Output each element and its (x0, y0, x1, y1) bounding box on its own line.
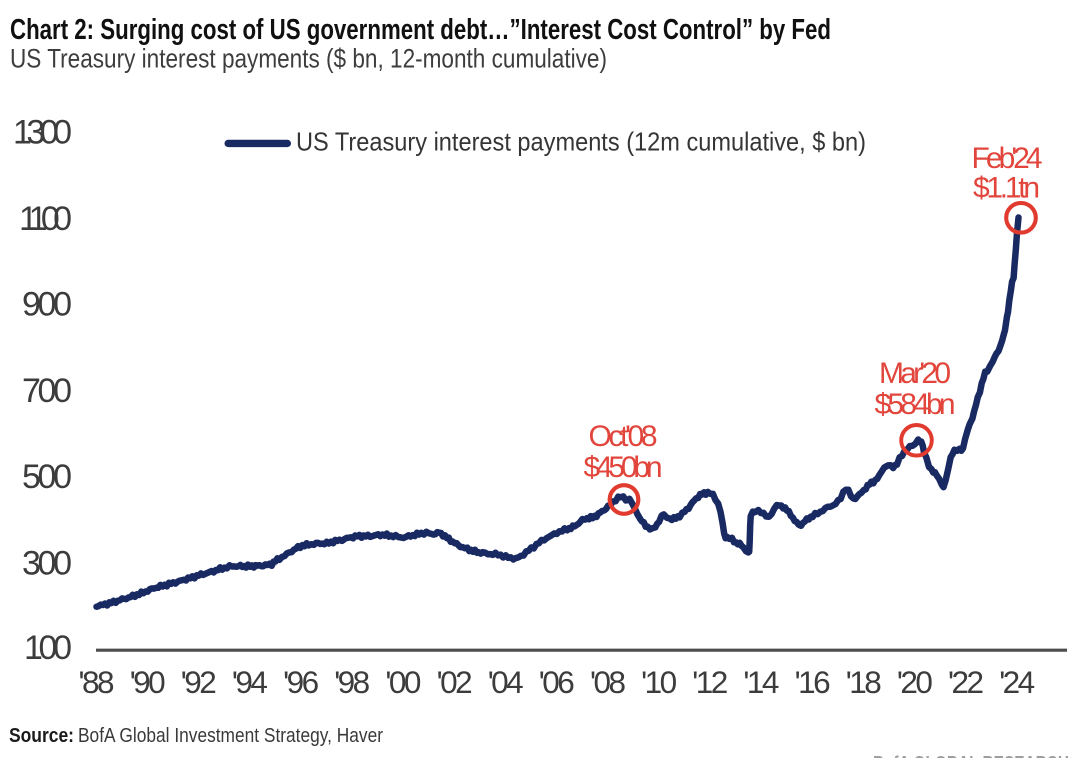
svg-text:$1.1tn: $1.1tn (973, 172, 1040, 205)
svg-text:'20: '20 (897, 664, 933, 700)
svg-text:'24: '24 (999, 664, 1035, 700)
svg-text:'92: '92 (181, 664, 217, 700)
svg-text:US Treasury interest payments: US Treasury interest payments ($ bn, 12-… (10, 44, 607, 74)
svg-text:1100: 1100 (19, 200, 72, 238)
svg-text:700: 700 (22, 372, 72, 410)
svg-text:BofA Global Investment Strateg: BofA Global Investment Strategy, Haver (78, 725, 383, 747)
svg-text:'00: '00 (385, 664, 421, 700)
svg-text:Oct'08: Oct'08 (589, 420, 658, 453)
svg-text:BofA GLOBAL RESEARCH: BofA GLOBAL RESEARCH (873, 754, 1069, 759)
svg-text:$584bn: $584bn (875, 388, 956, 421)
svg-text:300: 300 (22, 544, 72, 582)
svg-text:'18: '18 (846, 664, 882, 700)
svg-text:'88: '88 (79, 664, 115, 700)
svg-text:'12: '12 (692, 664, 728, 700)
svg-text:'08: '08 (590, 664, 626, 700)
svg-text:Feb'24: Feb'24 (972, 142, 1043, 175)
svg-text:Mar'20: Mar'20 (879, 357, 951, 390)
svg-text:1300: 1300 (13, 114, 72, 152)
svg-text:Source:: Source: (9, 725, 74, 747)
svg-text:US Treasury interest payments: US Treasury interest payments (12m cumul… (296, 127, 866, 157)
svg-text:$450bn: $450bn (584, 451, 663, 484)
svg-text:'16: '16 (795, 664, 831, 700)
svg-text:100: 100 (24, 629, 72, 667)
svg-text:'22: '22 (948, 664, 984, 700)
svg-text:'02: '02 (437, 664, 473, 700)
svg-text:'98: '98 (334, 664, 370, 700)
svg-text:'96: '96 (283, 664, 319, 700)
svg-text:'06: '06 (539, 664, 575, 700)
svg-text:'10: '10 (641, 664, 677, 700)
svg-text:'94: '94 (232, 664, 268, 700)
svg-text:'04: '04 (488, 664, 524, 700)
svg-text:'14: '14 (743, 664, 779, 700)
svg-text:'90: '90 (130, 664, 166, 700)
svg-text:900: 900 (22, 286, 72, 324)
svg-text:500: 500 (22, 458, 72, 496)
svg-text:Chart 2: Surging cost of US go: Chart 2: Surging cost of US government d… (10, 14, 831, 46)
